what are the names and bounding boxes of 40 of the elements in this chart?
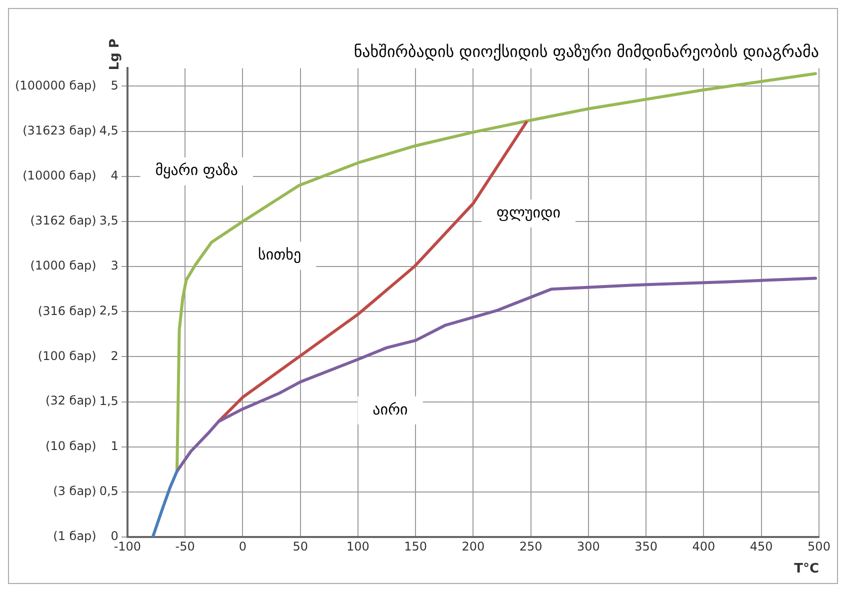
y2-tick-label: (10000 бар) <box>22 168 96 183</box>
y2-tick-label: (100000 бар) <box>15 78 96 92</box>
y2-tick-label: (316 бар) <box>38 304 96 318</box>
y-tick-label: 4 <box>110 168 118 183</box>
y-axis-title: Lg P <box>107 38 122 70</box>
annotation: სითხე <box>258 246 302 264</box>
y2-tick-label: (32 бар) <box>46 393 96 408</box>
y2-tick-label: (100 бар) <box>38 348 96 363</box>
x-axis-title: T°C <box>794 562 819 577</box>
annotation: მყარი ფაზა <box>155 161 238 180</box>
y-tick-label: 3 <box>110 258 118 273</box>
y-tick-label: 3,5 <box>99 214 118 228</box>
x-tick-label: 250 <box>519 539 542 554</box>
annotation: აირი <box>372 400 408 418</box>
y2-tick-label: (3162 бар) <box>30 214 96 228</box>
y2-tick-label: (3 бар) <box>53 484 96 498</box>
x-tick-label: -50 <box>175 539 195 554</box>
x-tick-label: 450 <box>750 539 773 554</box>
y-tick-label: 0,5 <box>99 484 118 498</box>
y-tick-label: 2 <box>110 348 118 363</box>
y-tick-label: 1,5 <box>99 394 118 408</box>
y2-tick-label: (1 бар) <box>53 529 96 544</box>
x-tick-label: 0 <box>238 539 247 554</box>
annotation: ფლუიდი <box>496 203 561 222</box>
x-tick-label: 300 <box>577 539 600 554</box>
x-tick-label: 350 <box>634 539 658 554</box>
y2-tick-label: (31623 бар) <box>22 123 96 138</box>
chart-title: ნახშირბადის დიოქსიდის ფაზური მიმდინარეობის დიაგრამა <box>354 42 819 61</box>
x-tick-label: 50 <box>292 539 308 554</box>
y-tick-label: 1 <box>110 438 118 453</box>
x-tick-label: 500 <box>808 539 830 554</box>
x-tick-label: 200 <box>462 539 485 554</box>
y-tick-label: 5 <box>110 78 118 92</box>
y-tick-label: 4,5 <box>99 123 118 138</box>
x-tick-label: 400 <box>692 539 716 554</box>
x-tick-label: 100 <box>346 539 370 554</box>
x-tick-label: 150 <box>404 539 428 554</box>
y2-tick-label: (10 бар) <box>46 438 96 453</box>
y2-tick-label: (1000 бар) <box>30 258 96 273</box>
y-tick-label: 2,5 <box>99 304 118 318</box>
